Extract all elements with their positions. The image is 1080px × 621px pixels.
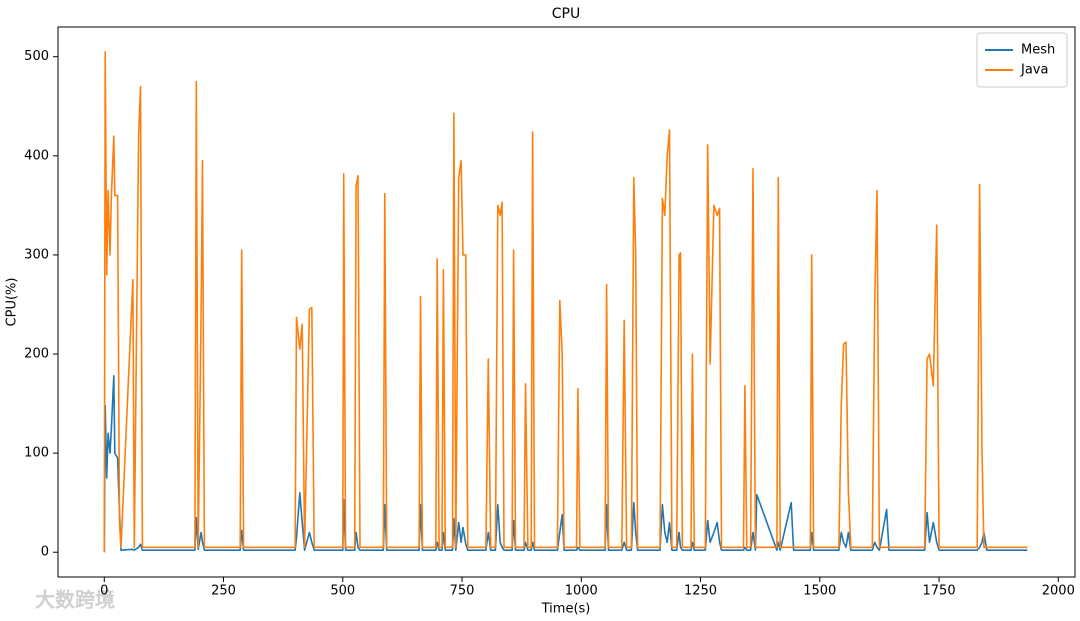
y-tick-label: 200 [24,347,49,362]
x-tick-label: 750 [450,584,475,599]
x-tick-label: 500 [330,584,355,599]
x-tick-label: 0 [100,584,108,599]
y-tick-label: 0 [41,545,49,560]
y-tick-label: 100 [24,446,49,461]
y-tick-label: 300 [24,247,49,262]
x-tick-label: 1500 [803,584,836,599]
x-axis-label: Time(s) [541,602,591,617]
x-tick-label: 250 [211,584,236,599]
legend-box [976,32,1068,88]
y-axis-label: CPU(%) [5,278,20,327]
x-tick-label: 1250 [684,584,717,599]
y-tick-label: 400 [24,148,49,163]
chart-title: CPU [552,6,580,22]
watermark: 大数跨境 [35,588,115,612]
x-tick-label: 2000 [1042,584,1075,599]
x-tick-label: 1750 [923,584,956,599]
y-tick-label: 500 [24,49,49,64]
legend-label: Java [1020,63,1048,78]
plot-frame [57,26,1076,578]
line-series [103,51,1028,553]
x-tick-label: 1000 [565,584,598,599]
legend-label: Mesh [1021,43,1055,58]
